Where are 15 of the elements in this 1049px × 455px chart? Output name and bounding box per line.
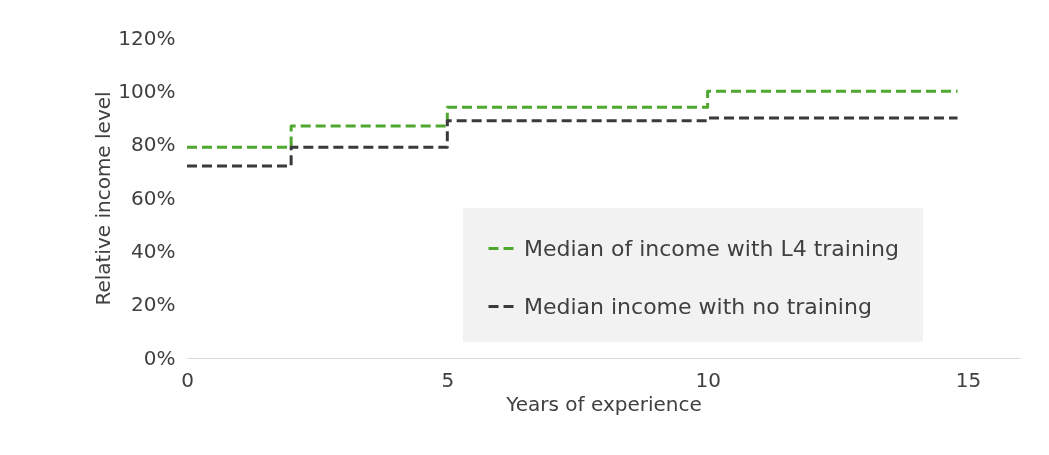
legend-label: Median of income with L4 training bbox=[524, 235, 899, 261]
y-axis-title: Relative income level bbox=[91, 91, 116, 306]
x-tick-label: 0 bbox=[181, 367, 194, 392]
x-tick-label: 5 bbox=[441, 367, 455, 392]
y-tick-label: 20% bbox=[131, 292, 176, 317]
y-tick-label: 120% bbox=[118, 25, 176, 50]
x-tick-label: 10 bbox=[695, 367, 721, 392]
x-tick-label: 15 bbox=[955, 367, 982, 392]
y-tick-label: 60% bbox=[131, 185, 176, 210]
legend-label: Median income with no training bbox=[524, 293, 872, 319]
y-tick-label: 40% bbox=[131, 238, 176, 263]
y-tick-label: 80% bbox=[131, 132, 176, 157]
x-axis-title: Years of experience bbox=[505, 391, 702, 416]
y-tick-label: 0% bbox=[143, 345, 176, 370]
y-tick-label: 100% bbox=[118, 78, 176, 103]
